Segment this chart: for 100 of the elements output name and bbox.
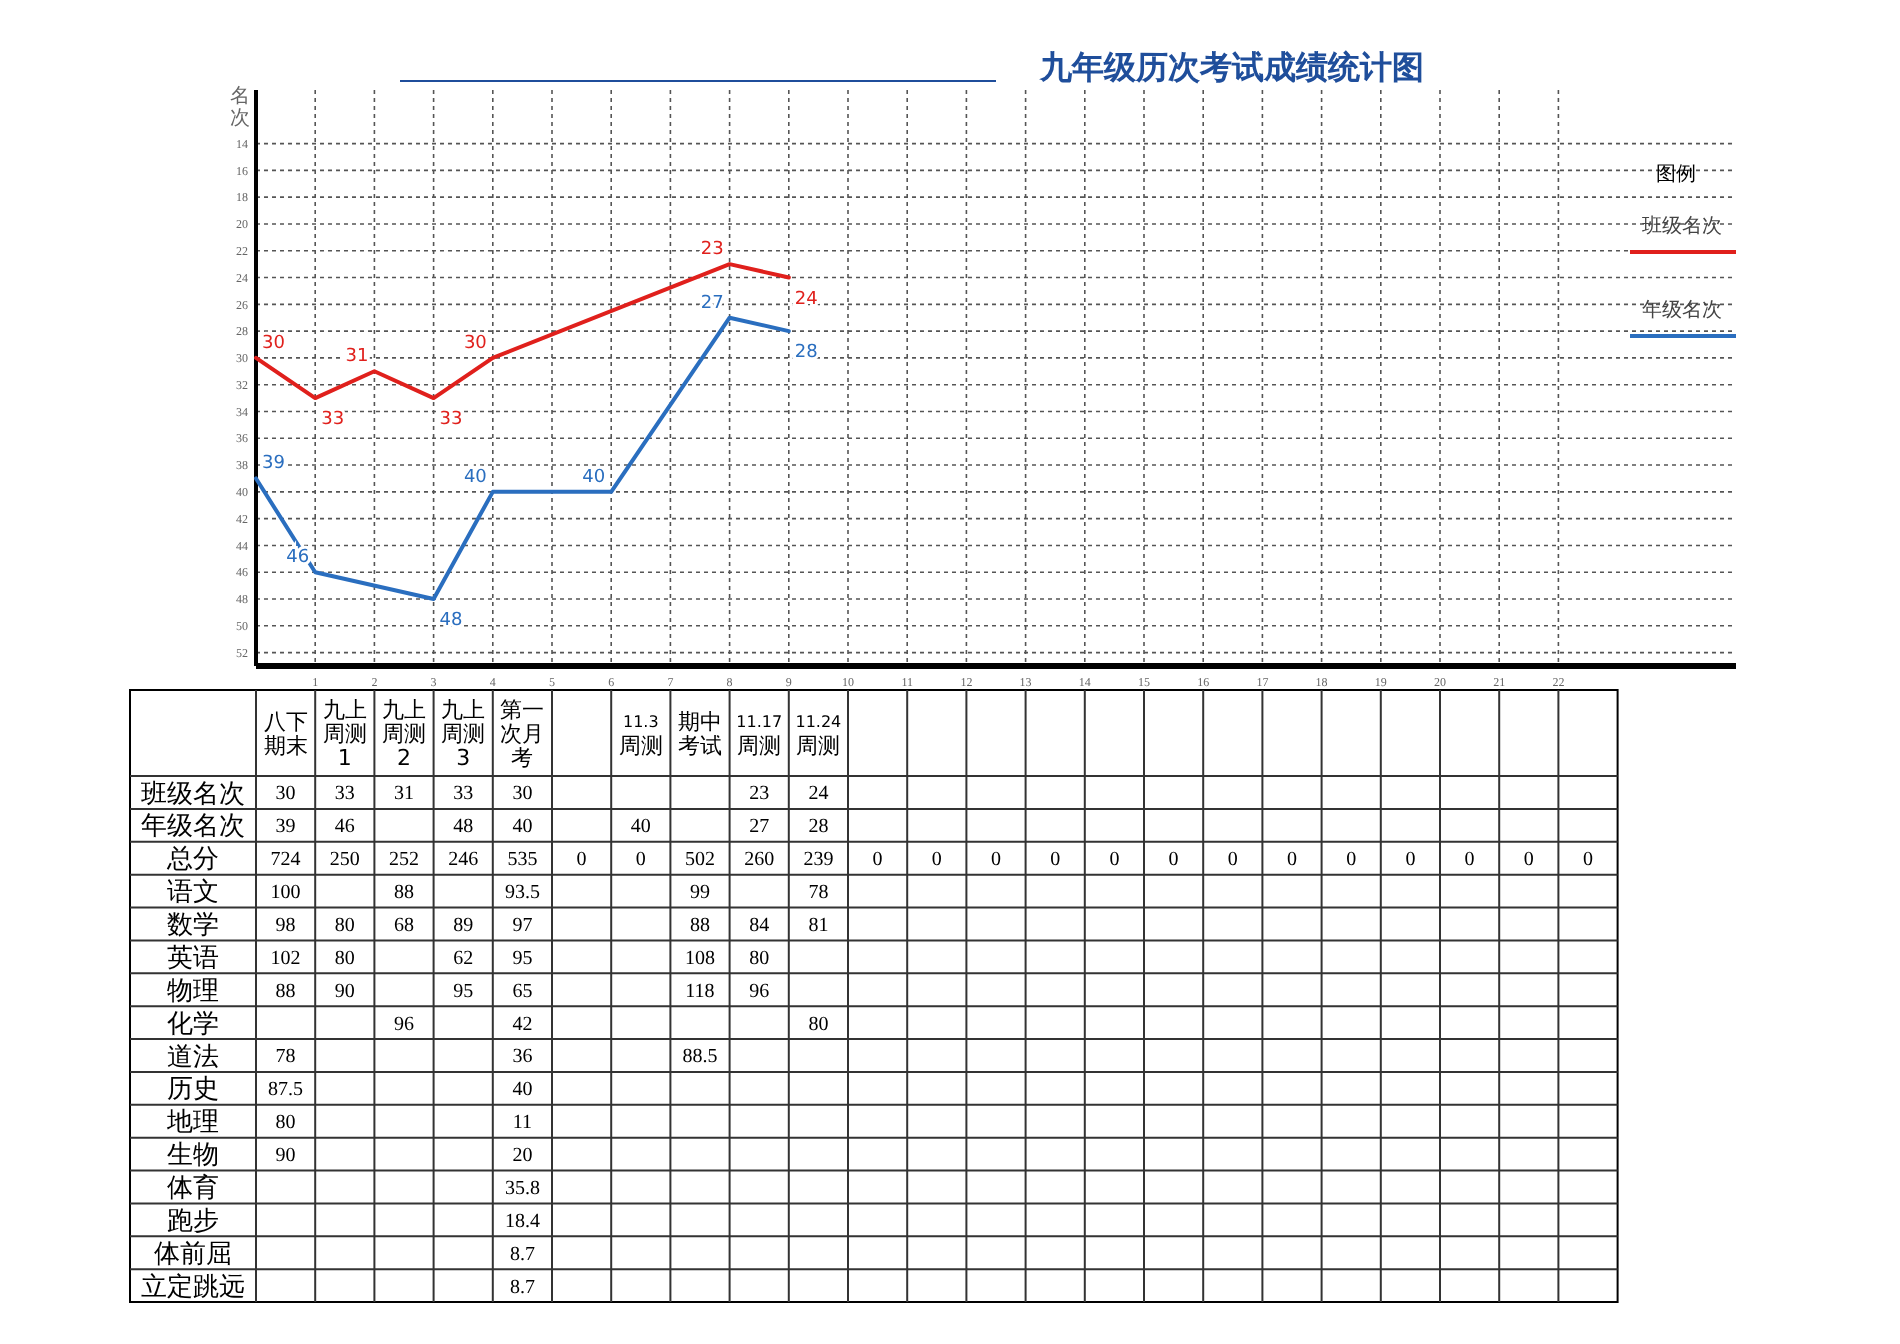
data-label: 88 — [690, 914, 710, 937]
data-label: 31 — [345, 347, 369, 368]
x-tick-label: 11.3周测 — [618, 712, 663, 759]
data-label: 48 — [439, 611, 464, 632]
y-tick-label: 体育 — [167, 1172, 219, 1205]
data-label: 100 — [270, 882, 301, 905]
y-tick-label: 物理 — [167, 976, 219, 1007]
data-label: 36 — [512, 1046, 533, 1069]
data-label: 27 — [700, 293, 724, 314]
data-label: 24 — [808, 783, 829, 806]
line-series — [254, 262, 791, 401]
y-tick-label: 英语 — [167, 943, 219, 974]
data-label: 246 — [448, 849, 479, 872]
data-label: 23 — [700, 240, 724, 261]
y-tick-label: 跑步 — [167, 1206, 219, 1237]
y-tick-label: 语文 — [167, 878, 219, 909]
data-label: 260 — [744, 849, 775, 872]
data-label: 0 — [1050, 849, 1061, 872]
data-label: 46 — [334, 816, 355, 839]
data-label: 102 — [270, 947, 301, 970]
data-label: 30 — [512, 783, 533, 806]
data-label: 33 — [453, 783, 474, 806]
data-label: 80 — [334, 914, 355, 937]
data-label: 24 — [794, 289, 819, 310]
data-label: 33 — [321, 410, 345, 431]
data-label: 78 — [275, 1046, 296, 1069]
data-label: 30 — [275, 783, 296, 806]
data-label: 31 — [394, 783, 414, 806]
data-label: 33 — [334, 783, 355, 806]
data-label: 81 — [808, 914, 829, 937]
text: 年级名次 — [1642, 298, 1722, 322]
data-label: 40 — [630, 816, 651, 839]
data-label: 65 — [512, 980, 533, 1003]
data-label: 87.5 — [268, 1079, 304, 1102]
x-tick-label: 11.24周测 — [795, 712, 842, 759]
data-label: 252 — [389, 849, 419, 872]
data-label: 0 — [1464, 849, 1475, 872]
text: 班级名次 — [1642, 214, 1722, 238]
y-tick-label: 立定跳远 — [141, 1270, 245, 1303]
y-tick-label: 总分 — [165, 845, 219, 876]
x-tick-label: 九上周测3 — [441, 696, 486, 771]
data-label: 8.7 — [509, 1243, 535, 1266]
data-label: 97 — [512, 914, 533, 937]
data-label: 95 — [453, 980, 474, 1003]
data-label: 23 — [749, 783, 770, 806]
data-label: 0 — [1523, 849, 1534, 872]
data-label: 0 — [1405, 849, 1416, 872]
data-label: 0 — [1109, 849, 1120, 872]
data-label: 95 — [512, 947, 533, 970]
x-tick-label: 第一次月考 — [500, 696, 545, 771]
data-label: 62 — [453, 947, 474, 970]
x-tick-label: 八下期末 — [263, 708, 308, 759]
data-label: 98 — [275, 914, 296, 937]
data-label: 93.5 — [504, 882, 540, 905]
data-label: 40 — [512, 1079, 533, 1102]
data-label: 90 — [275, 1145, 296, 1168]
data-label: 724 — [270, 849, 301, 872]
data-label: 42 — [512, 1013, 533, 1036]
y-tick-label: 化学 — [167, 1009, 219, 1040]
data-label: 28 — [808, 816, 829, 839]
y-tick-label: 地理 — [165, 1108, 219, 1139]
data-label: 40 — [582, 467, 606, 488]
data-label: 18.4 — [504, 1210, 540, 1233]
data-label: 89 — [453, 914, 474, 937]
data-label: 20 — [512, 1145, 533, 1168]
data-label: 80 — [749, 947, 770, 970]
y-tick-label: 年级名次 — [141, 812, 245, 843]
data-label: 40 — [463, 467, 488, 488]
data-label: 39 — [275, 816, 296, 839]
data-label: 96 — [749, 980, 770, 1003]
y-tick-label: 道法 — [167, 1042, 219, 1073]
data-label: 0 — [872, 849, 883, 872]
data-label: 88 — [394, 882, 414, 905]
data-label: 96 — [394, 1013, 414, 1036]
data-label: 33 — [439, 410, 463, 431]
data-label: 0 — [635, 849, 646, 872]
data-label: 108 — [685, 947, 715, 970]
data-label: 68 — [394, 914, 414, 937]
data-label: 0 — [1583, 849, 1593, 872]
data-label: 30 — [463, 333, 488, 354]
data-label: 535 — [507, 849, 538, 872]
data-label: 84 — [749, 914, 770, 937]
data-label: 502 — [685, 849, 715, 872]
y-tick-label: 体前屈 — [154, 1239, 232, 1270]
data-label: 0 — [1168, 849, 1179, 872]
data-label: 0 — [1287, 849, 1297, 872]
data-label: 28 — [794, 343, 819, 364]
y-axis-title: 名次 — [230, 84, 250, 130]
data-label: 0 — [576, 849, 587, 872]
data-label: 35.8 — [504, 1177, 540, 1200]
data-label: 0 — [991, 849, 1001, 872]
data-label: 90 — [334, 980, 355, 1003]
data-label: 88.5 — [682, 1046, 718, 1069]
data-label: 11 — [512, 1112, 533, 1135]
data-label: 80 — [275, 1112, 296, 1135]
data-label: 0 — [1346, 849, 1357, 872]
data-label: 40 — [512, 816, 533, 839]
data-label: 0 — [931, 849, 942, 872]
data-label: 30 — [262, 333, 286, 354]
y-tick-label: 生物 — [167, 1141, 219, 1172]
